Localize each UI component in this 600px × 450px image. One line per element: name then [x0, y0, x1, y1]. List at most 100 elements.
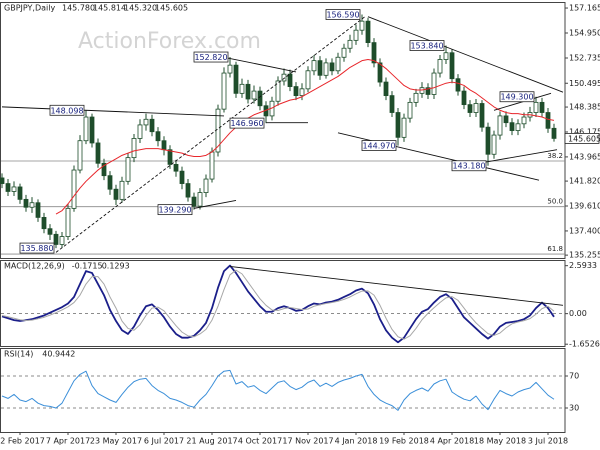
candle-body — [509, 122, 515, 131]
y-tick-label: 139.610 — [569, 202, 600, 211]
candle-body — [491, 134, 497, 155]
candle-body — [359, 20, 365, 31]
trend-line — [484, 149, 558, 163]
annotation-label: 152.820 — [194, 53, 227, 62]
candle-body — [467, 104, 473, 113]
candle-body — [119, 180, 125, 200]
trend-line — [367, 16, 564, 93]
y-tick-label: 152.735 — [569, 53, 600, 62]
annotation-box — [409, 40, 445, 51]
x-tick-label: 4 Jan 2018 — [335, 437, 378, 446]
annotation-box — [193, 51, 229, 63]
header-value: -0.1715 — [72, 262, 103, 271]
candle-body — [539, 101, 545, 113]
annotation-label: 144.970 — [362, 142, 395, 151]
annotation-box — [361, 140, 397, 151]
x-tick-label: 23 May 2017 — [90, 437, 142, 446]
candle-body — [449, 52, 455, 80]
trend-line — [223, 56, 297, 73]
candle-body — [173, 163, 179, 172]
panel-title: MACD(12,26,9) — [4, 262, 65, 271]
candle-body — [353, 29, 359, 41]
candle-body — [455, 78, 461, 92]
watermark: ActionForex.com — [78, 29, 261, 54]
x-tick-label: 21 Aug 2017 — [186, 437, 237, 446]
candle-body — [419, 87, 425, 94]
candle-body — [41, 217, 47, 230]
candle-body — [389, 95, 395, 113]
trend-line — [229, 266, 564, 306]
annotation-label: 139.290 — [158, 206, 191, 215]
candle-body — [401, 117, 407, 138]
candle-body — [461, 90, 467, 106]
level-label: 38.2 — [547, 152, 563, 160]
x-tick-label: 4 Oct 2017 — [238, 437, 282, 446]
x-tick-label: 17 Nov 2017 — [282, 437, 333, 446]
candle-body — [395, 112, 401, 138]
candle-body — [497, 115, 503, 136]
candle-body — [23, 198, 29, 208]
x-tick-label: 22 Feb 2017 — [0, 437, 45, 446]
annotation-label: 153.840 — [410, 42, 443, 51]
candle-body — [161, 140, 167, 151]
y-tick-label: 30 — [569, 404, 579, 413]
annotation-box — [499, 91, 535, 103]
panel-title: RSI(14) — [4, 350, 33, 359]
candle-body — [107, 175, 113, 190]
candle-body — [437, 59, 443, 74]
candle-body — [503, 115, 509, 124]
candle-body — [179, 170, 185, 184]
candle-body — [5, 183, 11, 192]
candle-body — [245, 83, 251, 100]
candle-body — [341, 47, 347, 58]
candle-body — [545, 112, 551, 129]
header-value: 145.814 — [93, 4, 126, 13]
candle-body — [197, 192, 203, 207]
x-tick-label: 6 Jul 2017 — [144, 437, 184, 446]
candle-body — [71, 169, 77, 209]
candle-body — [209, 151, 215, 180]
candle-body — [77, 140, 83, 171]
price-box — [564, 133, 600, 144]
candle-body — [413, 92, 419, 103]
candle-body — [299, 88, 305, 97]
candle-body — [125, 157, 131, 182]
trend-line — [193, 200, 237, 209]
annotation-box — [157, 204, 193, 216]
candle-body — [101, 162, 107, 177]
candle-body — [185, 183, 191, 198]
candle-body — [131, 138, 137, 159]
candle-body — [47, 228, 53, 235]
candle-body — [521, 116, 527, 125]
indicator-line — [1, 269, 555, 340]
candle-body — [383, 81, 389, 97]
x-tick-label: 19 Feb 2018 — [379, 437, 429, 446]
candle-body — [233, 64, 239, 94]
trend-line — [1, 106, 225, 117]
y-tick-label: 157.165 — [569, 4, 600, 13]
y-tick-label: 150.495 — [569, 79, 600, 88]
y-tick-label: 154.950 — [569, 29, 600, 38]
y-tick-label: 143.965 — [569, 152, 600, 161]
header-value: 0.1293 — [102, 262, 130, 271]
annotation-box — [325, 9, 361, 20]
candle-body — [17, 186, 23, 200]
candle-body — [191, 196, 197, 207]
indicator-line — [1, 369, 555, 411]
panel-frame — [0, 348, 566, 433]
y-tick-label: 148.385 — [569, 103, 600, 112]
panel-title: GBPJPY,Daily — [4, 4, 55, 13]
candle-body — [305, 70, 311, 90]
candle-body — [149, 118, 155, 133]
candle-body — [287, 73, 293, 87]
annotation-box — [19, 242, 55, 254]
x-tick-label: 4 Apr 2018 — [430, 437, 474, 446]
candle-body — [431, 72, 437, 95]
candle-body — [113, 188, 119, 200]
candle-body — [59, 236, 65, 245]
candle-body — [323, 62, 329, 76]
panel-frame — [0, 2, 566, 259]
candle-body — [89, 116, 95, 144]
x-tick-label: 3 Jul 2018 — [528, 437, 568, 446]
